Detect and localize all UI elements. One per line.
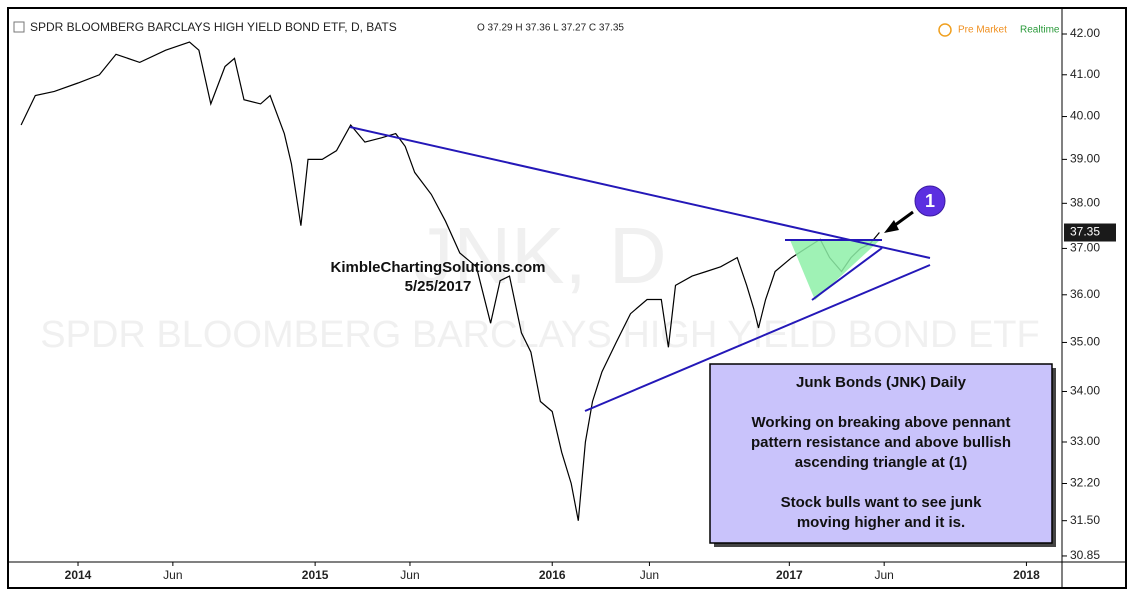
y-tick-label: 37.00 [1070,241,1100,255]
marker-circle [914,185,946,217]
marker-label: 1 [925,191,935,211]
x-tick-label: Jun [400,568,419,582]
support-line [584,264,931,412]
y-tick-label: 32.20 [1070,476,1100,490]
status: Realtime [1020,25,1060,36]
note-line: Working on breaking above pennant [752,414,1011,431]
last-price-box [1064,223,1116,242]
note-line: moving higher and it is. [797,514,965,531]
watermark: SPDR BLOOMBERG BARCLAYS HIGH YIELD BOND … [40,314,1040,356]
price-line [20,41,880,521]
ohlc: O 37.29 H 37.36 L 37.27 C 37.35 [477,23,624,34]
y-tick-label: 34.00 [1070,384,1100,398]
status: Pre Market [958,25,1007,36]
y-tick-label: 41.00 [1070,67,1100,81]
x-tick-label: Jun [874,568,893,582]
status-icon [938,23,952,37]
chart-title: SPDR BLOOMBERG BARCLAYS HIGH YIELD BOND … [30,20,397,34]
triangle-fill [790,240,880,300]
x-tick-label: Jun [640,568,659,582]
resistance-line [349,126,931,259]
watermark: JNK, D [413,211,666,300]
plot [20,41,880,521]
note-box [709,363,1053,544]
note-line: ascending triangle at (1) [795,454,968,471]
y-tick-label: 38.00 [1070,195,1100,209]
y-tick-label: 31.50 [1070,513,1100,527]
x-tick-label: 2015 [302,568,329,582]
last-price-label: 37.35 [1070,225,1100,239]
arrow-head [884,220,899,233]
note-line: Stock bulls want to see junk [781,494,983,511]
y-tick-label: 33.00 [1070,434,1100,448]
y-tick-label: 42.00 [1070,26,1100,40]
collapse-icon[interactable] [13,21,25,33]
source: KimbleChartingSolutions.com [330,259,545,276]
y-tick-label: 36.00 [1070,287,1100,301]
date: 5/25/2017 [405,278,472,295]
y-tick-label: 30.85 [1070,548,1100,562]
note-line: pattern resistance and above bullish [751,434,1011,451]
triangle-base [811,247,883,301]
x-tick-label: 2017 [776,568,803,582]
y-tick-label: 35.00 [1070,335,1100,349]
y-tick-label: 39.00 [1070,152,1100,166]
x-tick-label: 2016 [539,568,566,582]
x-tick-label: 2014 [65,568,92,582]
x-tick-label: 2018 [1013,568,1040,582]
note-line: Junk Bonds (JNK) Daily [796,374,967,391]
y-tick-label: 40.00 [1070,109,1100,123]
x-tick-label: Jun [163,568,182,582]
